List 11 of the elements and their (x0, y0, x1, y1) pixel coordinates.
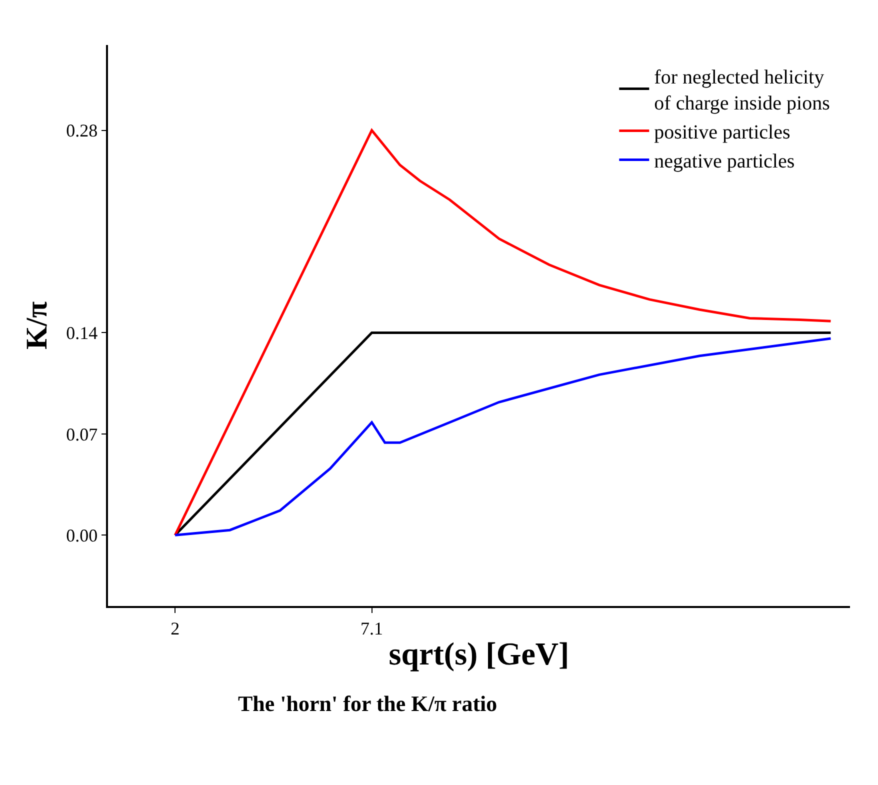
legend-label: negative particles (654, 150, 795, 173)
x-tick-label: 2 (170, 618, 180, 638)
x-tick-label: 7.1 (360, 618, 384, 638)
legend-label: positive particles (654, 122, 790, 144)
y-tick-label: 0.00 (66, 525, 98, 546)
text: The 'horn' for the K/π ratio (238, 691, 498, 716)
y-tick-label: 0.14 (66, 323, 98, 344)
x-axis-title: sqrt(s) [GeV] (388, 636, 570, 672)
y-tick-label: 0.07 (66, 424, 98, 444)
y-tick-label: 0.28 (66, 120, 98, 141)
y-axis-title: K/π (20, 300, 54, 350)
